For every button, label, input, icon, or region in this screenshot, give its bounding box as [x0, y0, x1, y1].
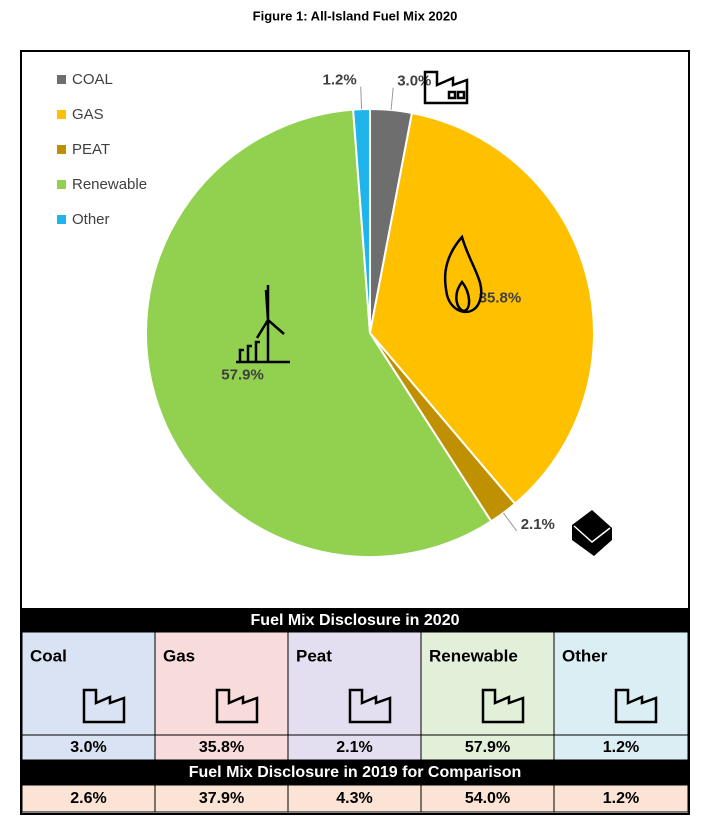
cell-icon: [614, 688, 658, 724]
value-2020: 57.9%: [465, 739, 510, 756]
value-cell-2019: [420, 784, 555, 813]
peat-icon: [572, 510, 612, 556]
value-cell-2019: [553, 784, 689, 813]
value-2019: 1.2%: [603, 790, 639, 807]
value-2020: 3.0%: [70, 739, 106, 756]
value-2019: 4.3%: [336, 790, 372, 807]
legend-swatch: [57, 110, 66, 119]
wind-icon: [236, 285, 290, 364]
comparison-bar: [22, 760, 688, 785]
cell-icon: [82, 688, 126, 724]
leader-line: [390, 87, 394, 111]
table-title-bar: [22, 608, 688, 632]
legend-swatch: [57, 180, 66, 189]
data-label: 3.0%: [397, 73, 431, 90]
value-cell: [154, 734, 289, 761]
value-cell: [287, 734, 422, 761]
value-cell-2019: [21, 784, 156, 813]
legend-swatch: [57, 75, 66, 84]
header-label: Gas: [163, 646, 195, 665]
pie-slice: [368, 111, 595, 506]
gas-icon: [443, 234, 483, 313]
legend-label: Renewable: [72, 176, 147, 193]
header-cell: [21, 631, 156, 736]
value-2019: 37.9%: [199, 790, 244, 807]
header-label: Peat: [296, 646, 332, 665]
pie: 3.0% 35.8% 2.1% 57.9% 1.2%: [145, 72, 595, 558]
data-label: 1.2%: [323, 72, 357, 89]
data-label: 57.9%: [221, 367, 264, 384]
legend-label: COAL: [72, 71, 113, 88]
legend-label: PEAT: [72, 141, 110, 158]
chart-title: Figure 1: All-Island Fuel Mix 2020: [253, 8, 458, 23]
value-cell-2019: [154, 784, 289, 813]
comparison-title: Fuel Mix Disclosure in 2019 for Comparis…: [189, 764, 522, 781]
cell-icon: [215, 688, 259, 724]
legend-swatch: [57, 215, 66, 224]
data-label: 35.8%: [479, 290, 522, 307]
table-title: Fuel Mix Disclosure in 2020: [251, 612, 460, 629]
table: Fuel Mix Disclosure in 2020 Coal 3.0% 2.6% G…: [21, 608, 689, 813]
leader-line: [360, 86, 363, 110]
cell-icon: [348, 688, 392, 724]
value-2020: 2.1%: [336, 739, 372, 756]
pie-slice: [145, 108, 493, 558]
header-cell: [287, 631, 422, 736]
legend-swatch: [57, 145, 66, 154]
header-label: Other: [562, 646, 608, 665]
legend-label: GAS: [72, 106, 104, 123]
leader-line: [502, 512, 518, 532]
value-cell: [420, 734, 555, 761]
value-cell: [553, 734, 689, 761]
data-label: 2.1%: [521, 516, 555, 533]
header-label: Coal: [30, 646, 67, 665]
cell-icon: [481, 688, 525, 724]
coal-icon: [423, 70, 469, 105]
header-cell: [553, 631, 689, 736]
value-2019: 54.0%: [465, 790, 510, 807]
legend-label: Other: [72, 211, 110, 228]
value-2019: 2.6%: [70, 790, 106, 807]
header-label: Renewable: [429, 646, 518, 665]
header-cell: [420, 631, 555, 736]
header-cell: [154, 631, 289, 736]
legend: COAL GAS PEAT Renewable Other: [57, 71, 147, 228]
value-2020: 1.2%: [603, 739, 639, 756]
value-2020: 35.8%: [199, 739, 244, 756]
